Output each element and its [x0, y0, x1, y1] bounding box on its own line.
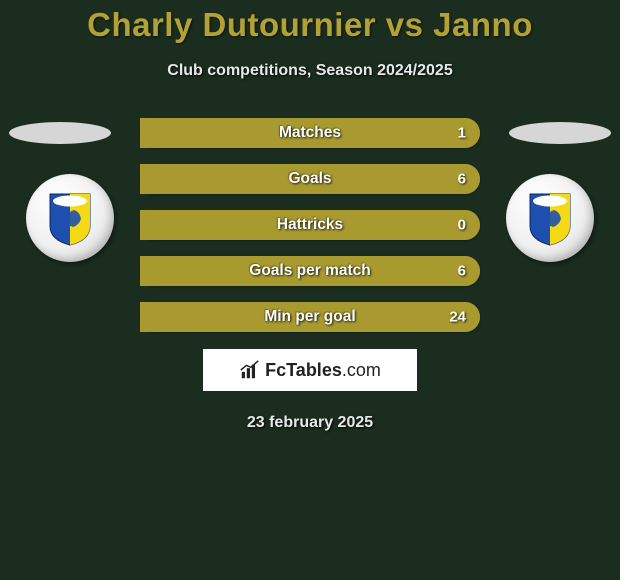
- club-badge-right: [506, 174, 594, 262]
- stat-label: Hattricks: [277, 216, 343, 234]
- page-title: Charly Dutournier vs Janno: [0, 6, 620, 44]
- stat-row: 6 Goals per match: [140, 256, 480, 286]
- brand-suffix: .com: [342, 360, 381, 380]
- subtitle: Club competitions, Season 2024/2025: [0, 62, 620, 80]
- player-avatar-left: [9, 122, 111, 144]
- shield-icon: [48, 190, 92, 246]
- content-area: 1 Matches 6 Goals 0 Hattricks 6 Goals per match…: [0, 118, 620, 432]
- stat-value-right: 6: [458, 263, 466, 280]
- stat-row: 0 Hattricks: [140, 210, 480, 240]
- stat-value-right: 0: [458, 217, 466, 234]
- stat-row: 6 Goals: [140, 164, 480, 194]
- stat-label: Min per goal: [264, 308, 355, 326]
- stat-row: 24 Min per goal: [140, 302, 480, 332]
- stat-label: Matches: [279, 124, 341, 142]
- date-label: 23 february 2025: [0, 414, 620, 432]
- shield-icon: [528, 190, 572, 246]
- comparison-card: Charly Dutournier vs Janno Club competit…: [0, 0, 620, 432]
- brand-name: FcTables: [265, 360, 342, 380]
- brand-text: FcTables.com: [265, 360, 381, 381]
- club-badge-left: [26, 174, 114, 262]
- stat-value-right: 1: [458, 125, 466, 142]
- stat-value-right: 24: [449, 309, 466, 326]
- brand-box[interactable]: FcTables.com: [202, 348, 418, 392]
- stat-label: Goals: [288, 170, 331, 188]
- stat-row: 1 Matches: [140, 118, 480, 148]
- player-avatar-right: [509, 122, 611, 144]
- stat-value-right: 6: [458, 171, 466, 188]
- bar-chart-icon: [239, 359, 261, 381]
- stat-label: Goals per match: [249, 262, 370, 280]
